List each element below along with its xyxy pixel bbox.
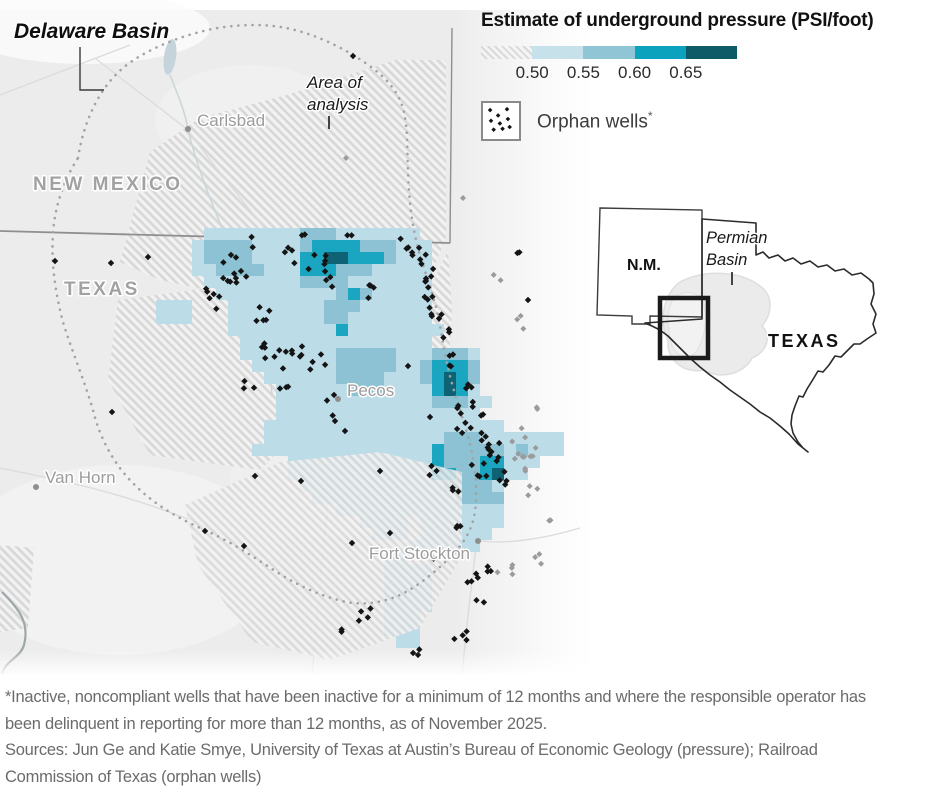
city-label-fort-stockton: Fort Stockton: [369, 544, 470, 563]
map-right-fade: [450, 8, 600, 676]
inset-texas-outline: [644, 218, 877, 453]
inset-label-texas: TEXAS: [768, 331, 841, 351]
orphan-wells-label: Orphan wells*: [537, 108, 653, 133]
label-texas: TEXAS: [64, 279, 140, 300]
city-dot-carlsbad: [185, 126, 191, 132]
basin-boundary-dotted: [51, 23, 478, 605]
inset-label-nm: N.M.: [627, 257, 661, 274]
ramp-tick-label: 0.60: [618, 63, 652, 82]
inset-locator-map: N.M. TEXAS Permian Basin: [596, 207, 877, 453]
area-of-analysis-label: Area of: [306, 73, 364, 92]
footer-notes: *Inactive, noncompliant wells that have …: [5, 684, 893, 791]
label-new-mexico: NEW MEXICO: [33, 174, 183, 195]
inset-label-permian-basin-2: Basin: [706, 251, 747, 269]
orphan-wells-legend: Orphan wells*: [481, 101, 941, 141]
legend-title: Estimate of underground pressure (PSI/fo…: [481, 10, 874, 31]
ramp-segment: [583, 46, 635, 59]
city-label-van-horn: Van Horn: [45, 468, 116, 487]
city-dot-van-horn: [33, 484, 39, 490]
city-label-pecos: Pecos: [347, 381, 394, 400]
hatch-region-south: [185, 452, 462, 660]
ramp-segment: [634, 46, 686, 59]
footnote-asterisk: *: [647, 108, 653, 123]
footnote-text: *Inactive, noncompliant wells that have …: [5, 688, 866, 733]
map-title: Delaware Basin: [14, 20, 169, 43]
inset-analysis-rectangle: [657, 295, 711, 361]
city-dot-fort-stockton: [475, 538, 481, 544]
ramp-tick-label: 0.65: [669, 63, 703, 82]
lake: [163, 39, 177, 75]
map-bottom-fade: [0, 650, 600, 676]
ramp-segment-hatch: [481, 46, 533, 59]
ramp-segment: [532, 46, 584, 59]
title-leader-line: [79, 47, 104, 91]
ramp-tick-label: 0.55: [566, 63, 600, 82]
city-labels: Carlsbad Pecos Van Horn Fort Stockton: [33, 110, 481, 565]
inset-label-permian-basin: Permian: [706, 229, 767, 247]
orphan-wells-faded: [343, 155, 554, 578]
legend: Estimate of underground pressure (PSI/fo…: [481, 10, 941, 141]
orphan-wells: [51, 52, 532, 659]
pressure-cells: [156, 228, 564, 648]
city-label-carlsbad: Carlsbad: [197, 111, 265, 130]
city-dot-pecos: [335, 396, 341, 402]
pressure-color-ramp: [481, 46, 737, 59]
pressure-ramp-ticks: 0.50 0.55 0.60 0.65: [481, 63, 781, 85]
ramp-tick-label: 0.50: [515, 63, 549, 82]
orphan-wells-swatch: [481, 101, 521, 141]
area-of-analysis-label-2: analysis: [307, 95, 369, 114]
sources-text: Sources: Jun Ge and Katie Smye, Universi…: [5, 741, 818, 787]
ramp-segment: [685, 46, 737, 59]
